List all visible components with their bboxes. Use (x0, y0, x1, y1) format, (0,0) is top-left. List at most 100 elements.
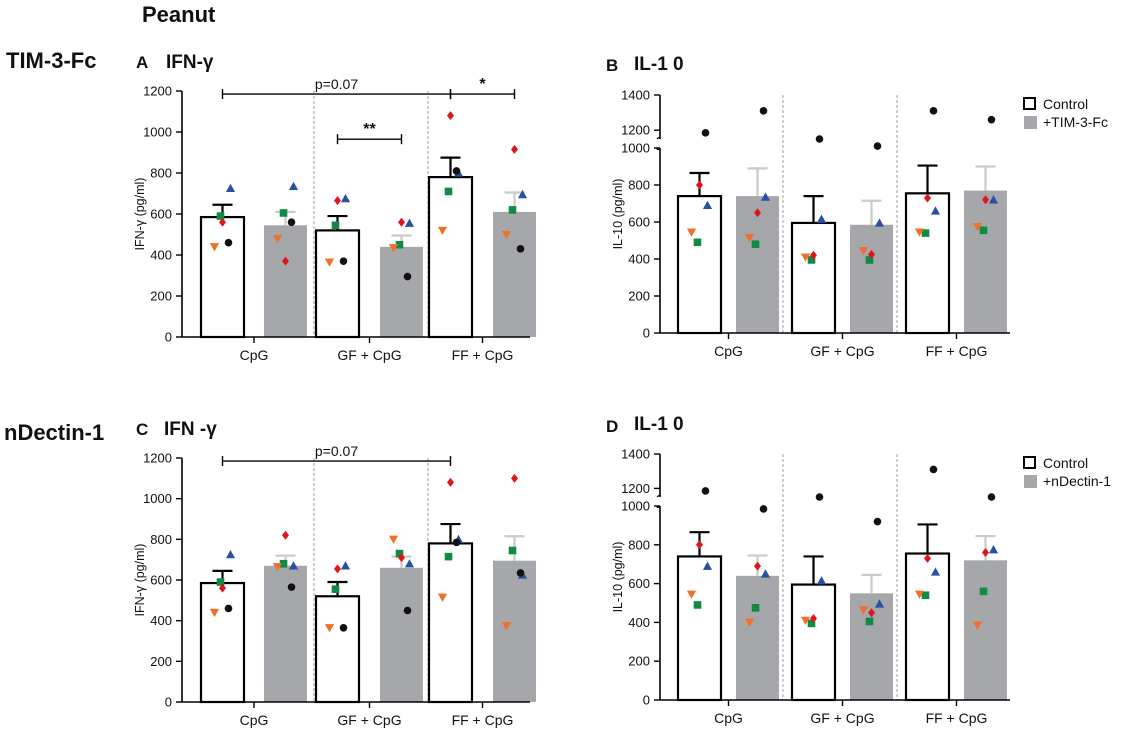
panel-a-bar-treatment (380, 246, 423, 337)
panel-d-point-black (929, 465, 938, 474)
panel-b-y-tick-label: 1400 (621, 88, 650, 103)
panel-b-bar-control (676, 195, 723, 335)
panel-c-bar-control (314, 595, 361, 704)
panel-a-point-orange (437, 226, 448, 235)
panel-b-y-tick-label: 1000 (621, 141, 650, 156)
panel-c-bar-control (199, 581, 246, 704)
panel-b-point-orange (686, 228, 697, 237)
panel-d-legend-swatch-control (1023, 456, 1036, 469)
panel-a-bar-control (314, 229, 361, 339)
panel-d-legend-label-control: Control (1043, 455, 1088, 471)
panel-b-bar-control (904, 192, 951, 335)
figure-title: Peanut (142, 2, 216, 27)
panel-b-point-orange (972, 222, 983, 232)
panel-b-point-red (696, 180, 703, 190)
row-label-ndectin: nDectin-1 (4, 420, 105, 445)
panel-c-category-label: FF + CpG (452, 712, 514, 728)
panel-a-bar-control (199, 215, 246, 339)
panel-a-point-red (398, 217, 405, 227)
panel-b-point-black (759, 107, 768, 115)
panel-b-legend-swatch-control (1023, 97, 1036, 110)
panel-c-point-orange (324, 624, 335, 633)
panel-c-point-black (224, 604, 233, 613)
panel-a-y-tick-label: 1200 (143, 84, 172, 99)
panel-b-point-orange (744, 234, 755, 243)
panel-b-bar-control (790, 221, 837, 335)
panel-a-point-black (516, 245, 525, 253)
panel-c-y-tick-label: 0 (165, 695, 172, 710)
panel-title-c: IFN -γ (164, 419, 217, 440)
panel-a-annotation-text: p=0.07 (315, 76, 358, 92)
panel-a-y-tick-label: 200 (150, 289, 172, 304)
panel-title-b: IL-1 0 (634, 54, 684, 75)
panel-c-point-red (511, 473, 518, 483)
panel-c-category-label: GF + CpG (337, 712, 401, 728)
panel-c-point-orange (388, 535, 399, 544)
panel-letter-b: B (606, 56, 619, 75)
panel-c-point-red (398, 553, 405, 563)
panel-b-bar-treatment (850, 224, 893, 333)
panel-b-point-green (921, 229, 930, 237)
panel-d-y-tick-label: 0 (643, 693, 650, 708)
panel-c-point-green (216, 578, 225, 586)
panel-c-point-green (279, 559, 288, 568)
panel-c-point-red (282, 530, 289, 540)
panel-d-point-red (810, 614, 817, 624)
panel-d-legend-label-treatment: +nDectin-1 (1043, 473, 1111, 489)
panel-a-point-orange (501, 230, 512, 240)
panel-c-point-black (287, 583, 296, 591)
panel-a-y-axis-label: IFN-γ (pg/ml) (133, 178, 147, 251)
panel-d-bar-control (790, 583, 837, 702)
panel-d-category-label: GF + CpG (810, 710, 874, 726)
panel-a-point-blue (288, 181, 299, 191)
panel-a-point-green (444, 187, 453, 196)
panel-d-point-black (701, 487, 710, 495)
panel-b-point-green (693, 238, 702, 247)
panel-b-y-tick-label: 400 (628, 252, 650, 267)
panel-c-point-red (334, 564, 341, 574)
panel-a-bar-treatment (493, 211, 536, 337)
panel-b-point-black (873, 142, 882, 150)
panel-a-bar-treatment (264, 225, 307, 337)
panel-d-y-tick-label: 200 (628, 654, 650, 669)
panel-c-y-tick-label: 400 (150, 613, 172, 628)
panel-d-point-green (807, 619, 816, 628)
panel-a-bar-control (427, 176, 474, 339)
panel-a-point-green (331, 221, 340, 230)
panel-c-point-orange (272, 563, 283, 572)
panel-b-point-red (754, 208, 761, 218)
panel-d-point-red (924, 553, 931, 563)
panel-b-point-black (987, 115, 996, 124)
panel-c-bar-control (427, 542, 474, 704)
panel-d-point-blue (760, 569, 771, 578)
panel-b-category-label: FF + CpG (926, 343, 988, 359)
panel-d-point-black (987, 493, 996, 501)
panel-title-a: IFN-γ (166, 52, 214, 73)
panel-d-y-tick-label: 800 (628, 537, 650, 552)
panel-c-point-orange (209, 608, 220, 618)
panel-b-bar-treatment (964, 190, 1007, 333)
panel-b-point-black (815, 135, 824, 143)
panel-d-point-orange (858, 606, 869, 615)
panel-a-category-label: FF + CpG (452, 347, 514, 363)
panel-b-point-blue (874, 218, 885, 227)
panel-a-point-orange (388, 244, 399, 253)
panel-b-category-label: CpG (714, 343, 743, 359)
panel-d-point-red (696, 540, 703, 550)
panel-c-point-blue (225, 549, 236, 559)
panel-d-y-tick-label: 1200 (621, 481, 650, 496)
panel-b-point-red (924, 193, 931, 203)
panel-d-category-label: FF + CpG (926, 710, 988, 726)
panel-b-point-blue (816, 214, 827, 223)
panel-b-y-tick-label: 0 (643, 326, 650, 341)
panel-a-point-green (395, 240, 404, 249)
panel-d-point-blue (702, 561, 713, 570)
panel-b-point-orange (800, 253, 811, 262)
panel-d-point-green (921, 591, 930, 600)
panel-d-bar-control (676, 555, 723, 702)
panel-a-point-orange (324, 258, 335, 267)
panel-c-point-red (219, 583, 226, 593)
panel-a-point-black (287, 218, 296, 226)
panel-a-y-tick-label: 800 (150, 166, 172, 181)
panel-a-point-blue (225, 183, 236, 193)
